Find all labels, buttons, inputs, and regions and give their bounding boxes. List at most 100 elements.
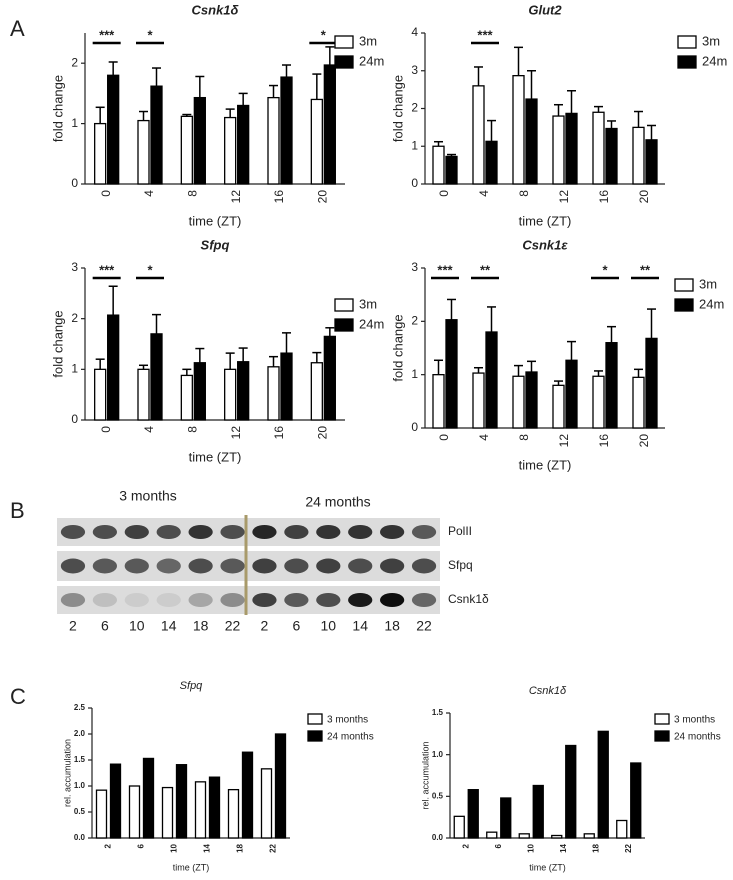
bar [323, 64, 336, 185]
y-tick-label: 2 [71, 311, 78, 325]
error-bar [152, 67, 161, 87]
error-bar [269, 84, 278, 98]
y-tick-label: 0 [71, 412, 78, 426]
x-tick-label: 8 [186, 190, 200, 197]
error-bar [447, 298, 456, 320]
x-tick-label: 20 [316, 426, 330, 440]
blot-lane-label: 14 [161, 618, 177, 634]
blot-band [284, 558, 309, 574]
bar [645, 337, 658, 429]
bar [175, 764, 188, 839]
bar [630, 762, 642, 839]
legend-label: 3m [699, 276, 717, 291]
error-bar [108, 61, 118, 76]
x-tick-label: 2 [461, 843, 470, 848]
blot-row-label: PolII [448, 524, 472, 538]
error-bar [594, 105, 603, 113]
blot-lane-label: 18 [384, 618, 400, 634]
legend-swatch [674, 298, 694, 312]
y-axis-label: rel. accumulation [420, 741, 430, 809]
blot-band [252, 593, 277, 607]
bar [432, 145, 445, 185]
y-tick-label: 0.0 [74, 833, 86, 842]
error-bar [487, 119, 496, 142]
error-bar [225, 352, 235, 370]
bar [227, 788, 240, 839]
legend-swatch [654, 730, 670, 742]
x-axis-label: time (ZT) [519, 213, 572, 228]
bar [485, 140, 498, 185]
blot-group-label: 24 months [305, 494, 370, 510]
bar [512, 375, 525, 429]
x-tick-label: 8 [517, 434, 531, 441]
bar [632, 126, 645, 185]
legend-swatch [334, 318, 354, 332]
blot-band [220, 558, 245, 574]
blot-band [60, 558, 86, 574]
legend-swatch [334, 35, 354, 49]
bar [237, 104, 250, 185]
legend-swatch [307, 730, 323, 742]
blot-band [348, 525, 373, 539]
bar [137, 368, 150, 421]
legend-swatch [654, 713, 670, 725]
error-bar [647, 308, 656, 339]
x-tick-label: 8 [186, 426, 200, 433]
error-bar [152, 313, 161, 334]
bar [472, 85, 485, 185]
error-bar [527, 70, 536, 100]
y-tick-label: 3 [411, 260, 418, 274]
error-bar [238, 92, 248, 106]
bar [605, 127, 618, 185]
blot-band [316, 558, 341, 574]
blot-band [348, 593, 373, 607]
error-bar [139, 364, 148, 370]
error-bar [269, 355, 278, 367]
error-bar [527, 360, 536, 372]
blot-band [411, 525, 437, 539]
error-bar [225, 108, 235, 118]
legend-swatch [677, 35, 697, 49]
bar [241, 751, 254, 839]
bar [260, 768, 273, 839]
legend-swatch [307, 713, 323, 725]
y-axis-label: rel. accumulation [62, 739, 72, 807]
blot-band [156, 593, 181, 607]
x-tick-label: 0 [437, 434, 451, 441]
bar [310, 362, 323, 421]
bar [552, 384, 565, 429]
error-bar [634, 110, 643, 128]
y-tick-label: 2 [411, 314, 418, 328]
y-tick-label: 0.5 [432, 791, 444, 800]
x-tick-label: 12 [229, 426, 243, 440]
blot-band [156, 525, 181, 539]
bar [310, 98, 323, 185]
x-axis-label: time (ZT) [189, 213, 242, 228]
blot-lane-label: 2 [69, 618, 77, 634]
x-tick-label: 16 [597, 190, 611, 204]
blot-strip [57, 586, 440, 614]
x-tick-label: 18 [236, 843, 245, 852]
bar [565, 744, 577, 839]
error-bar [95, 358, 105, 370]
error-bar [567, 90, 576, 114]
error-bar [139, 110, 148, 121]
bar [107, 314, 120, 421]
legend-label: 24m [702, 53, 727, 68]
x-tick-label: 18 [591, 843, 600, 852]
legend-label: 3 months [674, 715, 715, 726]
legend-label: 3m [702, 33, 720, 48]
significance-label: *** [99, 27, 115, 42]
y-tick-label: 3 [411, 63, 418, 77]
bar [94, 122, 107, 185]
error-bar [434, 140, 443, 147]
x-tick-label: 10 [526, 843, 535, 852]
blot-band [379, 558, 405, 574]
x-tick-label: 16 [597, 434, 611, 448]
blot-row-label: Csnk1δ [448, 592, 489, 606]
bar [109, 763, 122, 839]
significance-label: *** [477, 27, 493, 42]
significance-label: *** [437, 262, 453, 277]
blot-band [379, 525, 405, 539]
